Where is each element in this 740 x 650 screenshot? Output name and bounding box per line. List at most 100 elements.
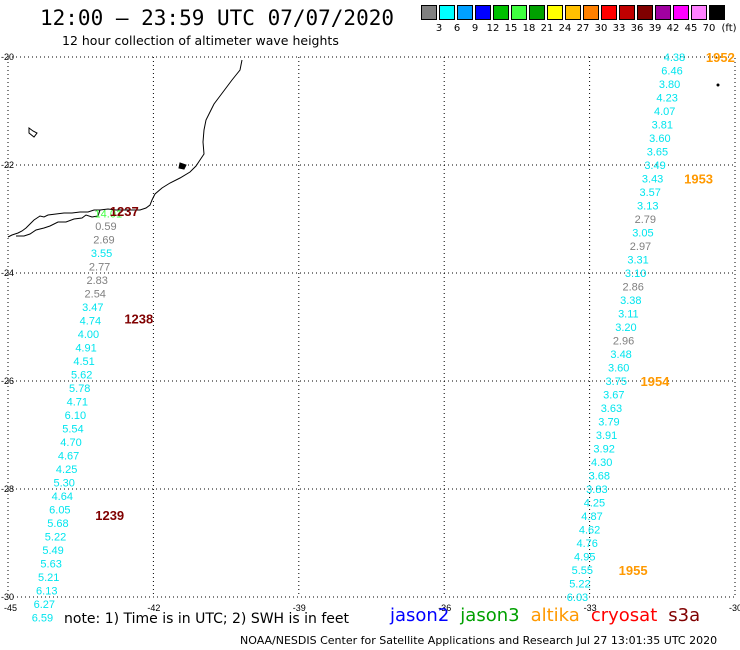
color-scale-swatch (529, 5, 545, 20)
wave-height-value: 2.54 (85, 289, 106, 301)
wave-height-value: 3.65 (647, 147, 668, 159)
color-scale-label: 33 (612, 23, 626, 34)
pass-time-label: 1238 (124, 311, 153, 326)
color-scale-swatch (457, 5, 473, 20)
wave-height-value: 4.70 (60, 437, 81, 449)
wave-height-value: 3.55 (91, 248, 112, 260)
wave-height-value: 3.48 (610, 349, 631, 361)
wave-height-value: 3.63 (601, 403, 622, 415)
color-scale-label: 12 (486, 23, 500, 34)
coastline (7, 59, 720, 238)
wave-height-value: 4.25 (584, 498, 605, 510)
wave-height-value: 2.96 (613, 336, 634, 348)
wave-height-value: 4.51 (73, 356, 94, 368)
color-scale-swatch (619, 5, 635, 20)
wave-height-value: 5.78 (69, 383, 90, 395)
wave-height-value: 2.97 (630, 241, 651, 253)
wave-height-value: 3.49 (644, 160, 665, 172)
wave-height-value: 2.83 (86, 275, 107, 287)
wave-height-value: 6.27 (34, 599, 55, 611)
map-grid: -45 -42 -39 -36 -33 -30 -20 -22 -24 -26 -28 -30 (1, 52, 740, 613)
lon-tick-label: -33 (584, 603, 597, 613)
satellite-legend-item: s3a (668, 605, 701, 626)
wave-height-value: 5.54 (62, 424, 83, 436)
satellite-legend: jason2 jason3 altika cryosat s3a (390, 605, 711, 626)
wave-height-value: 3.47 (82, 302, 103, 314)
wave-height-value: 3.20 (615, 322, 636, 334)
wave-height-value: 2.69 (93, 235, 114, 247)
lat-tick-label: -24 (1, 268, 14, 278)
wave-height-value: 3.75 (606, 376, 627, 388)
wave-height-value: 4.74 (80, 316, 101, 328)
island-3 (716, 83, 720, 87)
wave-height-value: 3.38 (620, 295, 641, 307)
pass-time-label: 1952 (706, 50, 735, 65)
wave-height-value: 3.60 (608, 363, 629, 375)
wave-height-value: 3.13 (637, 201, 658, 213)
color-scale-swatch (601, 5, 617, 20)
lat-tick-label: -28 (1, 484, 14, 494)
color-scale-swatch (421, 5, 437, 20)
lat-tick-label: -30 (1, 592, 14, 602)
wave-height-value: 4.67 (58, 451, 79, 463)
color-scale-unit: (ft) (721, 23, 737, 34)
island-2 (178, 162, 187, 170)
color-scale-swatch (511, 5, 527, 20)
lon-tick-label: -36 (438, 603, 451, 613)
wave-height-value: 6.46 (661, 66, 682, 78)
color-scale-swatch (439, 5, 455, 20)
wave-height-value: 6.59 (32, 613, 53, 625)
wave-height-value: 4.95 (574, 552, 595, 564)
pass-time-label: 1953 (684, 172, 713, 187)
footer-credit: NOAA/NESDIS Center for Satellite Applica… (240, 634, 718, 647)
color-scale-label: 45 (684, 23, 698, 34)
wave-height-value: 2.79 (635, 214, 656, 226)
wave-height-value: 4.87 (581, 511, 602, 523)
wave-height-value: 3.68 (589, 471, 610, 483)
wave-height-value: 5.22 (569, 579, 590, 591)
pass-time-label: 1955 (619, 563, 648, 578)
color-scale-swatch (655, 5, 671, 20)
wave-height-value: 6.13 (36, 586, 57, 598)
wave-height-value: 4.23 (656, 93, 677, 105)
footer-note: note: 1) Time is in UTC; 2) SWH is in fe… (64, 611, 350, 627)
color-scale-swatch (691, 5, 707, 20)
color-scale-label: 24 (558, 23, 572, 34)
wave-height-value: 5.30 (54, 478, 75, 490)
lat-tick-label: -26 (1, 376, 14, 386)
wave-height-value: 5.49 (42, 545, 63, 557)
wave-height-value: 3.60 (649, 133, 670, 145)
lon-tick-label: -42 (147, 603, 160, 613)
wave-height-value: 3.81 (652, 120, 673, 132)
wave-height-value: 4.71 (67, 397, 88, 409)
color-scale-swatch (709, 5, 725, 20)
pass-time-labels: 1237 1238 1239 1952 1953 1954 1955 (95, 50, 735, 578)
wave-height-value: 4.07 (654, 106, 675, 118)
color-scale-label: 27 (576, 23, 590, 34)
color-scale-label: 30 (594, 23, 608, 34)
wave-height-value: 3.57 (639, 187, 660, 199)
lon-tick-label: -30 (729, 603, 740, 613)
satellite-legend-item: altika (530, 605, 580, 626)
wave-height-labels: 14.010.592.693.552.772.832.543.474.744.0… (32, 52, 685, 625)
satellite-legend-item: cryosat (590, 605, 658, 626)
wave-height-value: 6.05 (49, 505, 70, 517)
lat-tick-label: -22 (1, 160, 14, 170)
color-scale-label: 3 (435, 23, 443, 34)
wave-height-value: 5.55 (572, 565, 593, 577)
wave-height-value: 3.83 (586, 484, 607, 496)
wave-height-value: 4.62 (579, 525, 600, 537)
color-scale-swatch (565, 5, 581, 20)
color-scale-swatch (547, 5, 563, 20)
color-scale-swatch (673, 5, 689, 20)
wave-height-value: 5.68 (47, 518, 68, 530)
wave-height-value: 4.91 (75, 343, 96, 355)
wave-height-value: 3.67 (603, 390, 624, 402)
wave-height-value: 5.63 (40, 559, 61, 571)
wave-height-value: 2.77 (89, 262, 110, 274)
wave-height-value: 3.31 (627, 255, 648, 267)
wave-height-value: 4.30 (591, 457, 612, 469)
lon-tick-label: -45 (4, 603, 17, 613)
color-scale-swatch (637, 5, 653, 20)
color-scale-label: 39 (648, 23, 662, 34)
